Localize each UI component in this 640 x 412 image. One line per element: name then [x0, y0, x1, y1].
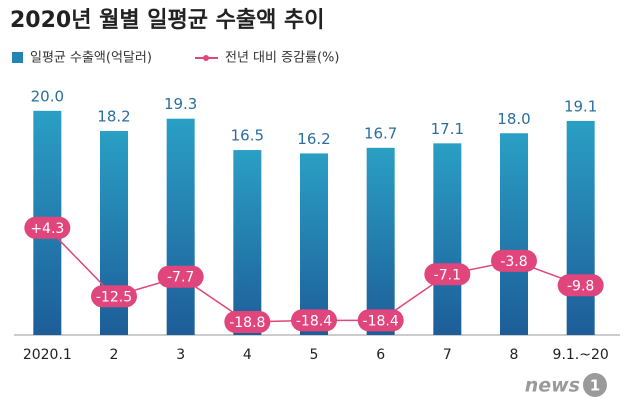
x-tick-label: 5 — [310, 347, 319, 363]
bar — [366, 147, 395, 335]
line-value-label: -7.1 — [434, 267, 461, 283]
line-point: -7.1 — [424, 263, 471, 286]
line-label-box — [224, 310, 271, 333]
bar — [500, 133, 528, 335]
bar-value-label: 16.7 — [364, 124, 397, 142]
line-value-label: -7.7 — [167, 270, 194, 286]
line-label-box — [291, 309, 337, 332]
x-tick-label: 7 — [443, 347, 452, 363]
chart-title: 2020년 월별 일평균 수출액 추이 — [10, 8, 325, 33]
legend-dot — [203, 55, 209, 61]
legend-swatch — [12, 52, 23, 63]
line-label-box — [424, 263, 471, 286]
line-value-label: -3.8 — [500, 254, 527, 270]
bar — [300, 153, 328, 335]
x-tick-label: 8 — [510, 347, 519, 363]
line-value-label: -18.4 — [363, 313, 399, 329]
line-label-box — [157, 265, 204, 288]
line-value-label: -18.4 — [296, 313, 332, 329]
bar — [566, 120, 595, 335]
line-label-box — [357, 309, 404, 332]
bar — [433, 143, 462, 335]
x-tick-label: 2 — [110, 347, 119, 363]
bar — [233, 150, 262, 335]
legend-label: 전년 대비 증감률(%) — [225, 51, 339, 66]
bar-value-label: 18.2 — [97, 108, 130, 126]
line-point: -9.8 — [557, 274, 604, 297]
line-value-label: -9.8 — [567, 278, 594, 294]
line-label-box — [557, 274, 604, 297]
bar-value-label: 16.5 — [231, 127, 264, 145]
logo-circle — [583, 373, 607, 397]
line-value-label: -18.8 — [229, 315, 265, 331]
line-value-label: -12.5 — [96, 289, 132, 305]
line-point: -7.7 — [157, 265, 204, 288]
bar-value-label: 18.0 — [497, 110, 530, 128]
x-tick-label: 4 — [243, 347, 252, 363]
line-point: -3.8 — [491, 249, 537, 272]
legend-label: 일평균 수출액(억달러) — [30, 51, 152, 66]
bar-value-label: 19.3 — [164, 95, 197, 113]
logo-mark: 1 — [590, 377, 600, 395]
x-tick-label: 6 — [376, 347, 385, 363]
x-tick-label: 2020.1 — [23, 347, 72, 363]
logo-text: news — [525, 375, 580, 397]
line-label-box — [24, 216, 71, 239]
line-label-box — [91, 285, 137, 308]
line-point: -18.4 — [357, 309, 404, 332]
bar — [166, 118, 195, 335]
bar-value-label: 17.1 — [431, 120, 464, 138]
bar-value-label: 19.1 — [564, 97, 597, 115]
bar-value-label: 20.0 — [31, 87, 64, 105]
x-tick-label: 3 — [176, 347, 185, 363]
line-value-label: +4.3 — [30, 221, 64, 237]
line-point: -18.8 — [224, 310, 271, 333]
x-tick-label: 9.1.~20 — [553, 347, 609, 363]
line-label-box — [491, 249, 537, 272]
line-point: +4.3 — [24, 216, 71, 239]
bar-value-label: 16.2 — [297, 130, 330, 148]
line-point: -12.5 — [91, 285, 137, 308]
line-point: -18.4 — [291, 309, 337, 332]
